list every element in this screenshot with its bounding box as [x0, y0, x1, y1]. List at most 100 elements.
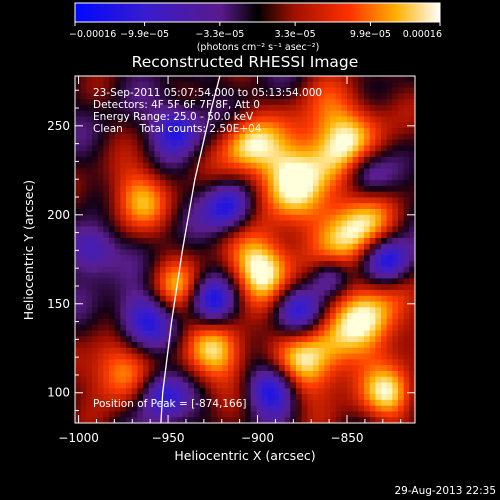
- heatmap-cell: [103, 370, 110, 378]
- heatmap-cell: [199, 99, 206, 106]
- heatmap-cell: [109, 336, 116, 343]
- heatmap-cell: [160, 232, 167, 239]
- heatmap-cell: [330, 232, 337, 239]
- heatmap-cell: [143, 174, 150, 181]
- heatmap-cell: [114, 365, 121, 372]
- heatmap-cell: [228, 370, 235, 378]
- heatmap-cell: [398, 116, 405, 123]
- heatmap-cell: [233, 133, 240, 141]
- heatmap-cell: [279, 116, 286, 123]
- heatmap-cell: [409, 168, 415, 175]
- heatmap-cell: [392, 405, 399, 412]
- heatmap-cell: [154, 411, 161, 418]
- heatmap-cell: [364, 405, 371, 412]
- heatmap-cell: [131, 122, 138, 129]
- heatmap-cell: [341, 370, 348, 378]
- heatmap-cell: [160, 197, 167, 204]
- heatmap-cell: [182, 266, 189, 274]
- heatmap-cell: [313, 122, 320, 129]
- heatmap-cell: [109, 313, 116, 320]
- heatmap-cell: [364, 226, 371, 233]
- heatmap-cell: [364, 110, 371, 117]
- heatmap-cell: [347, 284, 354, 291]
- heatmap-cell: [160, 243, 167, 250]
- heatmap-cell: [228, 99, 235, 106]
- heatmap-cell: [165, 133, 172, 141]
- heatmap-cell: [75, 156, 82, 164]
- heatmap-cell: [403, 174, 410, 181]
- heatmap-cell: [358, 353, 365, 360]
- heatmap-cell: [386, 145, 393, 152]
- heatmap-cell: [409, 284, 415, 291]
- heatmap-cell: [103, 214, 110, 221]
- heatmap-cell: [307, 122, 314, 129]
- heatmap-cell: [171, 272, 178, 279]
- heatmap-cell: [239, 365, 246, 372]
- heatmap-cell: [188, 185, 195, 193]
- heatmap-cell: [120, 99, 127, 106]
- heatmap-cell: [222, 87, 229, 94]
- heatmap-cell: [335, 76, 342, 83]
- heatmap-cell: [165, 110, 172, 117]
- heatmap-cell: [143, 336, 150, 343]
- heatmap-cell: [182, 301, 189, 308]
- heatmap-cell: [188, 87, 195, 94]
- heatmap-cell: [341, 272, 348, 279]
- heatmap-cell: [284, 324, 291, 331]
- heatmap-cell: [199, 156, 206, 164]
- heatmap-cell: [92, 347, 99, 354]
- heatmap-cell: [307, 295, 314, 302]
- heatmap-cell: [290, 156, 297, 164]
- heatmap-cell: [92, 324, 99, 331]
- heatmap-cell: [188, 226, 195, 233]
- heatmap-cell: [313, 417, 320, 423]
- heatmap-cell: [364, 370, 371, 378]
- heatmap-cell: [148, 313, 155, 320]
- heatmap-cell: [92, 301, 99, 308]
- heatmap-cell: [222, 347, 229, 354]
- heatmap-cell: [375, 128, 382, 135]
- heatmap-cell: [148, 162, 155, 169]
- heatmap-cell: [160, 133, 167, 141]
- heatmap-cell: [392, 214, 399, 221]
- heatmap-cell: [80, 399, 87, 407]
- heatmap-cell: [381, 255, 388, 262]
- heatmap-cell: [352, 289, 359, 297]
- heatmap-cell: [182, 289, 189, 297]
- heatmap-cell: [131, 266, 138, 274]
- heatmap-cell: [341, 220, 348, 227]
- heatmap-cell: [199, 168, 206, 175]
- heatmap-cell: [403, 411, 410, 418]
- heatmap-cell: [330, 388, 337, 395]
- heatmap-cell: [267, 289, 274, 297]
- heatmap-cell: [267, 336, 274, 343]
- heatmap-cell: [364, 99, 371, 106]
- heatmap-cell: [211, 209, 218, 216]
- heatmap-cell: [267, 261, 274, 268]
- heatmap-cell: [239, 209, 246, 216]
- heatmap-cell: [301, 261, 308, 268]
- heatmap-cell: [126, 162, 133, 169]
- heatmap-cell: [126, 359, 133, 366]
- heatmap-cell: [347, 388, 354, 395]
- heatmap-cell: [335, 87, 342, 94]
- heatmap-cell: [409, 313, 415, 320]
- heatmap-cell: [409, 330, 415, 337]
- heatmap-cell: [137, 318, 144, 326]
- heatmap-cell: [330, 307, 337, 314]
- heatmap-cell: [114, 197, 121, 204]
- heatmap-cell: [211, 180, 218, 187]
- heatmap-cell: [188, 104, 195, 112]
- heatmap-cell: [341, 191, 348, 198]
- heatmap-cell: [386, 278, 393, 285]
- heatmap-cell: [375, 122, 382, 129]
- heatmap-cell: [211, 307, 218, 314]
- heatmap-cell: [171, 76, 178, 83]
- heatmap-cell: [86, 76, 93, 83]
- heatmap-cell: [335, 272, 342, 279]
- heatmap-cell: [409, 399, 415, 407]
- heatmap-cell: [160, 272, 167, 279]
- heatmap-cell: [279, 365, 286, 372]
- heatmap-cell: [381, 232, 388, 239]
- heatmap-cell: [381, 261, 388, 268]
